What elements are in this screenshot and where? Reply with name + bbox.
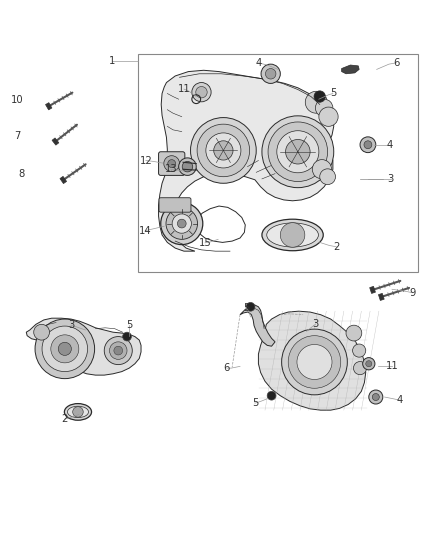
Circle shape	[214, 141, 233, 160]
Circle shape	[51, 335, 79, 363]
Ellipse shape	[67, 406, 88, 418]
Circle shape	[42, 326, 88, 372]
Circle shape	[315, 99, 333, 117]
Polygon shape	[342, 65, 359, 74]
Polygon shape	[36, 327, 93, 367]
Text: 9: 9	[410, 288, 416, 298]
Circle shape	[366, 361, 372, 367]
Circle shape	[261, 64, 280, 84]
Text: 15: 15	[198, 238, 212, 248]
Circle shape	[312, 159, 332, 179]
Text: 3: 3	[312, 319, 318, 329]
Text: 10: 10	[11, 95, 24, 105]
Circle shape	[206, 133, 241, 168]
FancyBboxPatch shape	[159, 152, 185, 175]
Text: 5: 5	[243, 303, 249, 313]
Circle shape	[34, 324, 49, 340]
Text: 4: 4	[396, 395, 403, 405]
Circle shape	[166, 208, 198, 239]
Circle shape	[58, 342, 71, 356]
Circle shape	[114, 346, 123, 355]
Circle shape	[182, 161, 193, 172]
Circle shape	[282, 329, 347, 395]
Circle shape	[172, 214, 191, 233]
Text: 5: 5	[126, 320, 132, 330]
Circle shape	[319, 107, 338, 126]
Text: 6: 6	[224, 363, 230, 373]
FancyBboxPatch shape	[159, 198, 191, 212]
Circle shape	[277, 131, 319, 173]
Circle shape	[262, 116, 334, 188]
Text: 13: 13	[165, 164, 177, 174]
Ellipse shape	[262, 219, 323, 251]
Circle shape	[192, 83, 211, 102]
Polygon shape	[258, 311, 366, 410]
Text: 4: 4	[387, 140, 393, 150]
Text: 6: 6	[393, 58, 399, 68]
Circle shape	[123, 332, 131, 341]
Text: 12: 12	[139, 156, 152, 166]
Text: 5: 5	[330, 88, 336, 99]
Text: 7: 7	[14, 131, 21, 141]
Circle shape	[246, 302, 255, 311]
Polygon shape	[240, 305, 275, 346]
Circle shape	[280, 223, 305, 247]
Ellipse shape	[267, 223, 318, 247]
Circle shape	[265, 69, 276, 79]
Text: 4: 4	[255, 58, 261, 68]
Circle shape	[364, 141, 372, 149]
Circle shape	[305, 91, 327, 113]
Polygon shape	[52, 138, 59, 145]
Circle shape	[35, 319, 95, 378]
Circle shape	[197, 124, 250, 177]
Polygon shape	[159, 70, 334, 251]
Circle shape	[286, 140, 310, 164]
Circle shape	[196, 86, 207, 98]
Text: 2: 2	[333, 242, 339, 252]
Ellipse shape	[64, 403, 92, 420]
Circle shape	[191, 118, 256, 183]
Circle shape	[179, 158, 196, 175]
Polygon shape	[370, 286, 375, 294]
Polygon shape	[26, 318, 141, 375]
Circle shape	[363, 358, 375, 370]
Text: 3: 3	[68, 320, 74, 330]
Circle shape	[177, 219, 186, 228]
Text: 11: 11	[385, 361, 399, 372]
Circle shape	[372, 393, 379, 400]
Text: 1: 1	[109, 55, 115, 66]
Circle shape	[288, 336, 341, 388]
Circle shape	[346, 325, 362, 341]
Circle shape	[73, 407, 83, 417]
Text: 3: 3	[388, 174, 394, 184]
Polygon shape	[378, 293, 384, 301]
Circle shape	[104, 336, 132, 365]
Circle shape	[369, 390, 383, 404]
Circle shape	[267, 391, 276, 400]
Circle shape	[320, 169, 336, 184]
Circle shape	[110, 342, 127, 359]
Circle shape	[360, 137, 376, 152]
Circle shape	[353, 361, 367, 375]
Circle shape	[164, 156, 180, 172]
Text: 2: 2	[62, 414, 68, 424]
Circle shape	[353, 344, 366, 357]
Circle shape	[314, 91, 325, 102]
Polygon shape	[60, 176, 67, 183]
Polygon shape	[46, 103, 52, 110]
Circle shape	[297, 344, 332, 379]
Circle shape	[268, 122, 328, 182]
Text: 11: 11	[177, 84, 191, 94]
Text: 14: 14	[139, 225, 152, 236]
Circle shape	[168, 159, 176, 167]
Text: 8: 8	[19, 168, 25, 179]
Bar	[138, 54, 418, 272]
Circle shape	[161, 203, 203, 245]
Text: 5: 5	[252, 398, 258, 408]
